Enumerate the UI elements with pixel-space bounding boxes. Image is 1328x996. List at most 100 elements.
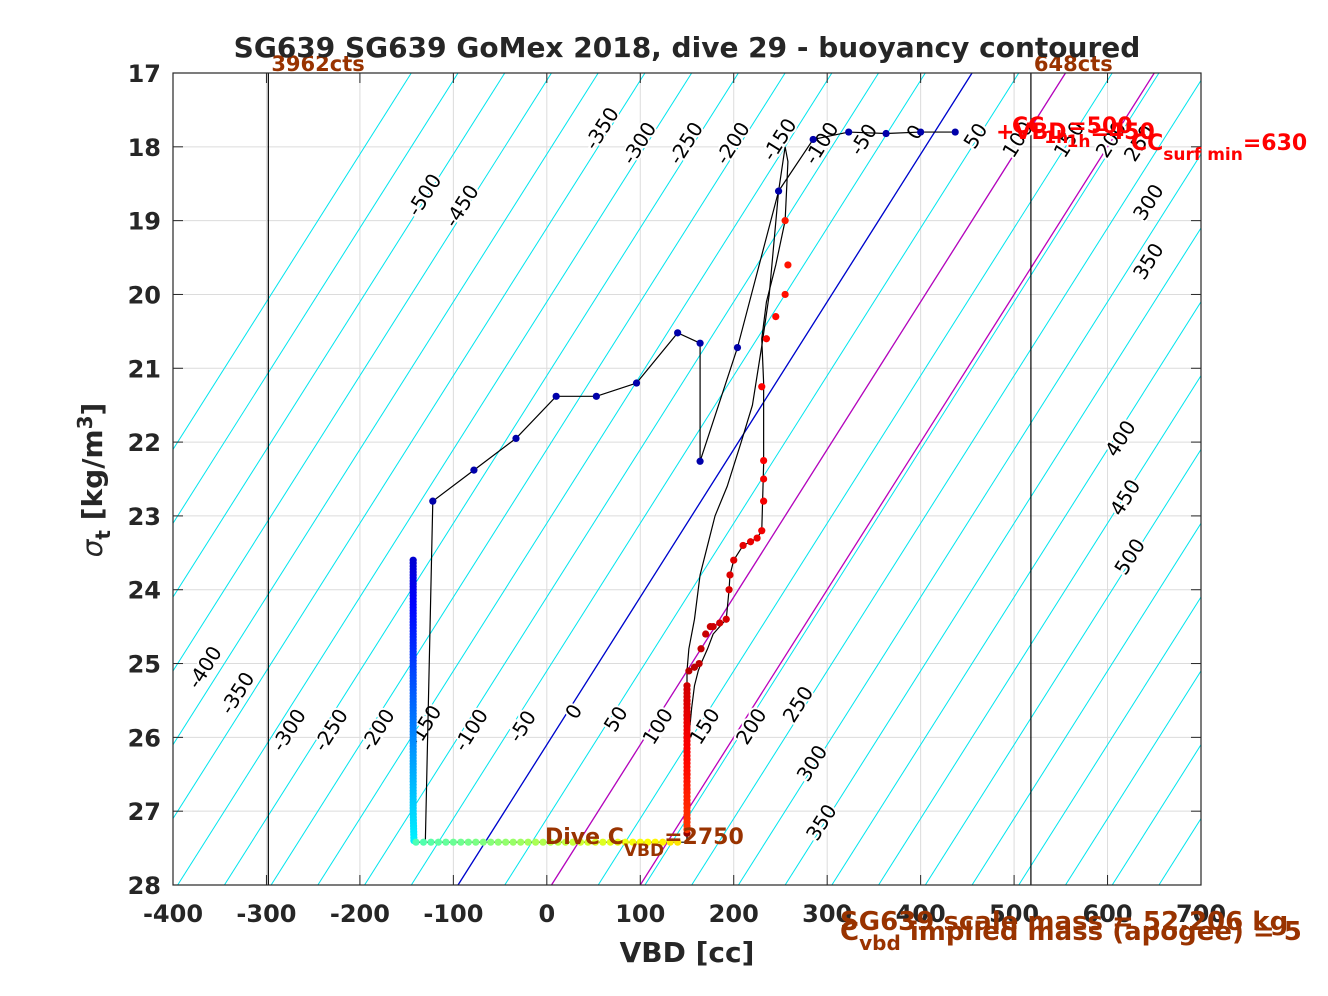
contour-line	[1206, 73, 1328, 885]
contour-line	[784, 227, 1201, 885]
contour-line	[177, 73, 693, 885]
surface-point	[774, 187, 783, 195]
contour-line	[924, 448, 1201, 885]
axes-frame	[172, 72, 1202, 886]
contour-line	[971, 522, 1201, 885]
y-tick-label: 26	[128, 724, 161, 752]
descent-sample-point	[685, 667, 693, 675]
climb-point	[429, 497, 437, 505]
contour-line	[173, 73, 552, 672]
zero-buoyancy-line	[457, 73, 973, 885]
climb-point	[674, 329, 682, 337]
bottom-sample-point	[569, 838, 577, 846]
bottom-sample-point	[442, 838, 450, 846]
bottom-sample-point	[524, 838, 532, 846]
descent-sample-point	[725, 586, 733, 594]
descent-sample-point	[683, 826, 691, 834]
bottom-sample-point	[651, 838, 659, 846]
bottom-sample-point	[554, 838, 562, 846]
climb-point	[552, 392, 560, 400]
bottom-sample-point	[494, 838, 502, 846]
bottom-sample-point	[599, 838, 607, 846]
contour-line	[173, 73, 506, 599]
contour-line	[173, 73, 646, 820]
surface-point	[845, 128, 853, 136]
bottom-sample-point	[621, 838, 629, 846]
contour-line	[270, 73, 786, 885]
descent-sample-point	[726, 571, 734, 579]
bottom-sample-point	[502, 838, 510, 846]
bottom-sample-point	[487, 838, 495, 846]
y-tick-label: 22	[128, 429, 161, 457]
climb-point	[696, 457, 704, 465]
bottom-sample-point	[532, 838, 540, 846]
contour-line	[317, 73, 833, 885]
cc-surf-min-annotation: CCsurf min=630	[1131, 131, 1307, 165]
axis-ticks: -400 -300 -200 -100 0 100 200 300 400 500 600 700 17…	[128, 60, 1226, 928]
chart-title: SG639 SG639 GoMex 2018, dive 29 - buoyan…	[234, 31, 1141, 64]
bottom-sample-point	[629, 838, 637, 846]
descent-sample-point	[758, 527, 766, 535]
bottom-sample-point	[666, 838, 674, 846]
bottom-sample-point	[636, 838, 644, 846]
descent-sample-point	[772, 313, 780, 321]
y-tick-label: 24	[128, 577, 161, 605]
y-tick-label: 23	[128, 503, 161, 531]
descent-sample-point	[739, 541, 747, 550]
climb-point	[696, 339, 704, 347]
bottom-sample-point	[479, 838, 487, 846]
descent-sample-point	[753, 534, 761, 542]
descent-sample-point	[781, 290, 789, 299]
descent-sample-point	[702, 630, 710, 638]
y-tick-label: 21	[128, 355, 161, 383]
descent-sample-point	[746, 538, 755, 546]
contour-line	[644, 73, 1160, 885]
y-tick-label: 18	[128, 134, 161, 162]
bottom-sample-point	[614, 838, 622, 846]
bound-1-line	[550, 73, 1067, 885]
descent-sample-point	[760, 475, 768, 483]
x-tick-label: -300	[236, 900, 296, 928]
y-tick-label: 27	[128, 798, 161, 826]
data-markers	[409, 128, 959, 846]
contour-line	[737, 153, 1201, 885]
reference-lines	[457, 73, 1155, 885]
bottom-sample-point	[591, 838, 600, 846]
x-tick-label: 200	[709, 900, 759, 928]
y-tick-label: 28	[128, 872, 161, 900]
bottom-sample-point	[584, 838, 592, 846]
contour-line	[878, 374, 1201, 885]
count-label: 3962cts	[271, 52, 364, 76]
x-tick-label: 500	[989, 900, 1039, 928]
contour-line	[173, 73, 459, 525]
bottom-sample-point	[517, 838, 525, 846]
climb-point	[592, 392, 600, 400]
surface-point	[951, 128, 959, 136]
bottom-sample-point	[472, 838, 480, 846]
count-label: 648cts	[1034, 52, 1113, 76]
climb-point	[512, 434, 520, 442]
bottom-sample-point	[457, 838, 465, 846]
descent-sample-point	[695, 659, 703, 668]
bottom-sample-point	[464, 838, 472, 846]
bottom-sample-point	[644, 838, 652, 846]
x-tick-label: 100	[615, 900, 665, 928]
climb-point	[470, 466, 478, 474]
y-axis-label: σt [kg/m3]	[73, 403, 115, 558]
descent-sample-point	[709, 623, 717, 631]
bottom-sample-point	[427, 838, 435, 846]
descent-sample-point	[716, 619, 724, 627]
climb-track	[413, 146, 789, 843]
descent-sample-point	[722, 615, 730, 623]
climb-point	[632, 379, 641, 387]
cc-1h-annotation: CC1h=500	[1012, 114, 1133, 148]
descent-sample-point	[784, 261, 792, 269]
bottom-sample-point	[434, 838, 443, 846]
descent-sample-point	[697, 645, 705, 653]
x-tick-label: 600	[1082, 900, 1132, 928]
scale-mass-footer: SG639 scale mass = 52.206 kg	[840, 907, 1288, 937]
contour-line	[364, 73, 880, 885]
bottom-sample-point	[606, 838, 614, 846]
y-tick-label: 20	[128, 281, 161, 309]
